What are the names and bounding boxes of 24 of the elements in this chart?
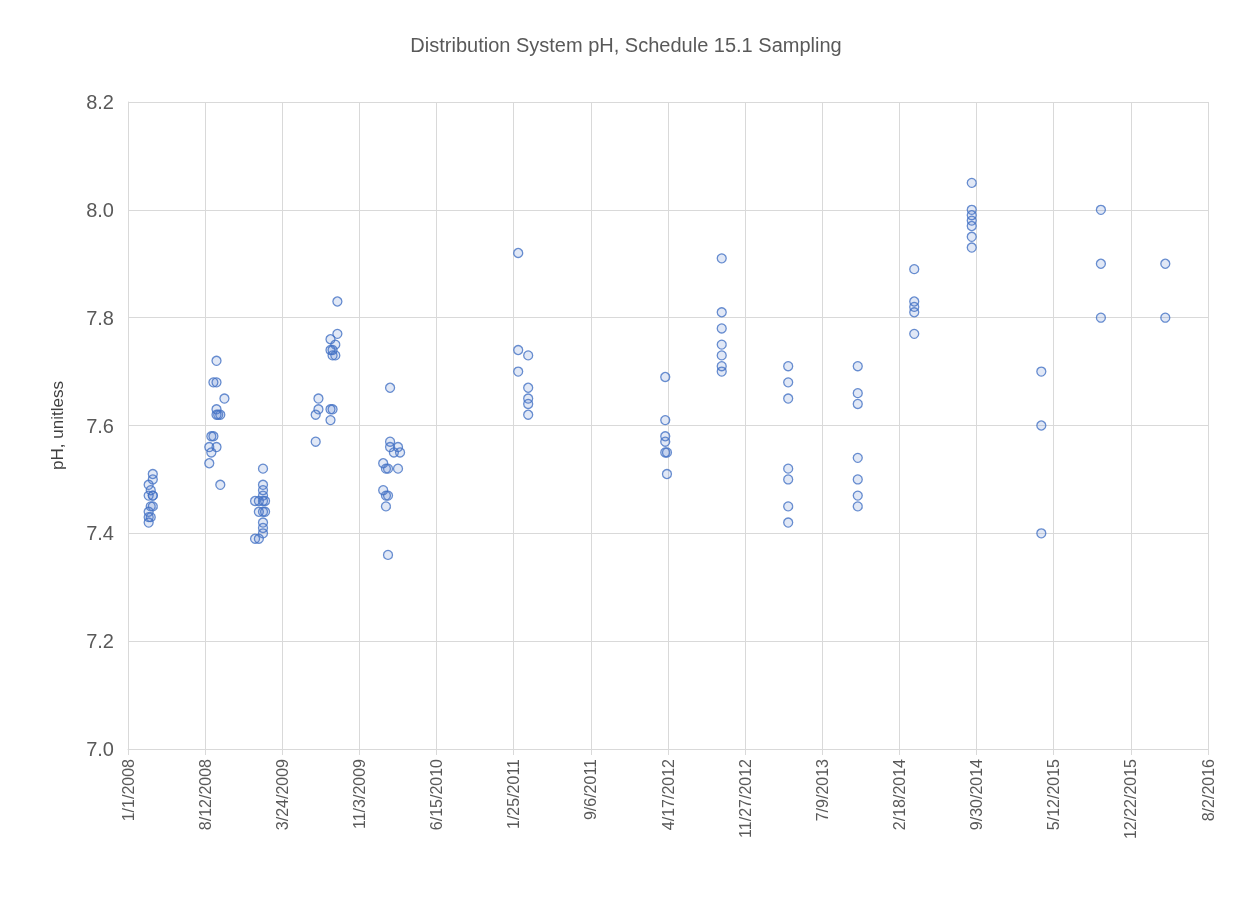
y-tick-label: 8.2 bbox=[86, 91, 114, 113]
x-tick-label: 6/15/2010 bbox=[428, 758, 446, 831]
x-tick-label: 8/12/2008 bbox=[196, 758, 214, 831]
x-tick-label: 11/27/2012 bbox=[736, 758, 754, 838]
y-tick-label: 7.6 bbox=[86, 414, 114, 437]
y-tick-label: 7.8 bbox=[86, 306, 114, 329]
x-tick-label: 2/18/2014 bbox=[890, 758, 908, 831]
y-tick-label: 7.4 bbox=[86, 522, 114, 545]
x-tick-label: 1/25/2011 bbox=[505, 758, 523, 829]
x-tick-label: 11/3/2009 bbox=[350, 758, 368, 829]
y-tick-label: 8.0 bbox=[86, 198, 114, 221]
x-tick-label: 12/22/2015 bbox=[1122, 758, 1140, 840]
x-tick-label: 4/17/2012 bbox=[659, 758, 677, 831]
x-tick-label: 3/24/2009 bbox=[273, 758, 291, 831]
chart-title: Distribution System pH, Schedule 15.1 Sampling bbox=[410, 34, 842, 56]
y-tick-label: 7.0 bbox=[86, 738, 114, 760]
y-axis-title: pH, unitless bbox=[48, 381, 67, 470]
x-tick-label: 1/1/2008 bbox=[119, 758, 137, 822]
x-tick-label: 7/9/2013 bbox=[813, 758, 831, 822]
x-tick-label: 9/30/2014 bbox=[968, 758, 986, 831]
x-tick-label: 9/6/2011 bbox=[582, 758, 600, 821]
y-tick-label: 7.2 bbox=[86, 630, 114, 653]
x-tick-label: 5/12/2015 bbox=[1045, 758, 1063, 831]
x-tick-label: 8/2/2016 bbox=[1199, 758, 1217, 822]
